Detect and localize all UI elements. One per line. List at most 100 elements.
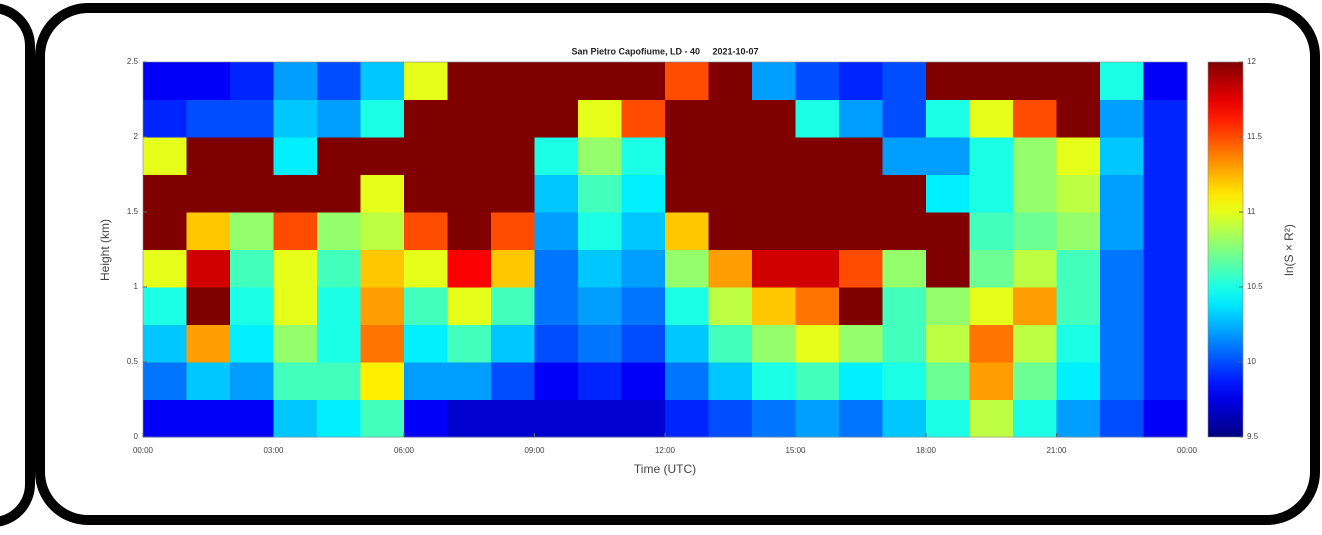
heatmap-cell <box>404 62 448 100</box>
heatmap-cell <box>317 99 361 138</box>
heatmap-cell <box>534 249 579 288</box>
heatmap-cell <box>534 174 579 213</box>
heatmap-cell <box>839 287 883 325</box>
heatmap-cell <box>839 174 883 213</box>
heatmap-cell <box>926 324 970 363</box>
heatmap-cell <box>1056 399 1101 438</box>
x-tick-label: 21:00 <box>1046 446 1067 455</box>
heatmap-cell <box>404 324 448 363</box>
heatmap-cell <box>534 324 579 363</box>
heatmap-cell <box>1013 249 1057 288</box>
heatmap-cell <box>926 362 970 400</box>
heatmap-cell <box>752 399 796 438</box>
heatmap-cell <box>491 174 535 213</box>
heatmap-cell <box>491 62 535 100</box>
heatmap-cell <box>360 362 405 400</box>
heatmap-cell <box>1143 399 1188 438</box>
heatmap-cell <box>1013 62 1057 100</box>
heatmap-cell <box>447 249 492 288</box>
heatmap-cell <box>404 287 448 325</box>
heatmap-cell <box>273 249 318 288</box>
heatmap-cell <box>186 99 231 138</box>
left-panel <box>0 3 35 527</box>
heatmap-cell <box>447 137 492 175</box>
heatmap-cell <box>1100 137 1144 175</box>
heatmap-cell <box>1056 99 1101 138</box>
heatmap-cell <box>273 324 318 363</box>
heatmap-cell <box>926 99 970 138</box>
heatmap-cell <box>882 249 927 288</box>
heatmap-cell <box>708 287 753 325</box>
heatmap-cell <box>839 62 883 100</box>
heatmap-cell <box>1100 62 1144 100</box>
heatmap-cell <box>360 287 405 325</box>
y-tick-label: 2.5 <box>127 57 139 66</box>
heatmap-cell <box>273 174 318 213</box>
heatmap-cell <box>665 137 709 175</box>
heatmap-cell <box>839 324 883 363</box>
heatmap-cell <box>969 137 1014 175</box>
heatmap-cell <box>273 62 318 100</box>
heatmap-cell <box>1100 399 1144 438</box>
heatmap-cell <box>621 287 666 325</box>
heatmap-cell <box>1100 324 1144 363</box>
heatmap-cell <box>621 212 666 250</box>
heatmap-cell <box>839 399 883 438</box>
heatmap-cell <box>708 99 753 138</box>
heatmap-cell <box>665 99 709 138</box>
heatmap-cell <box>752 362 796 400</box>
heatmap-cell <box>969 174 1014 213</box>
heatmap-cell <box>621 62 666 100</box>
heatmap-cell <box>1143 62 1188 100</box>
heatmap-cell <box>491 287 535 325</box>
heatmap-cell <box>795 99 840 138</box>
heatmap-cell <box>404 399 448 438</box>
heatmap-cell <box>1100 362 1144 400</box>
heatmap-cell <box>143 399 187 438</box>
heatmap-cell <box>665 287 709 325</box>
heatmap-cell <box>665 249 709 288</box>
heatmap-cell <box>186 212 231 250</box>
heatmap-cell <box>1143 99 1188 138</box>
heatmap-cell <box>491 399 535 438</box>
heatmap-cell <box>839 137 883 175</box>
heatmap-cell <box>491 99 535 138</box>
heatmap-cell <box>621 399 666 438</box>
heatmap-cell <box>708 324 753 363</box>
heatmap-cell <box>491 212 535 250</box>
heatmap-cell <box>795 287 840 325</box>
heatmap-cell <box>795 324 840 363</box>
heatmap-cell <box>273 287 318 325</box>
heatmap-cell <box>143 324 187 363</box>
y-tick-label: 0.5 <box>127 357 139 366</box>
heatmap-cell <box>273 99 318 138</box>
heatmap-cell <box>969 362 1014 400</box>
heatmap-cell <box>882 287 927 325</box>
colorbar-tick-label: 9.5 <box>1247 432 1259 441</box>
heatmap-cell <box>1056 174 1101 213</box>
heatmap-cell <box>404 137 448 175</box>
heatmap-cell <box>143 362 187 400</box>
heatmap-cell <box>317 137 361 175</box>
heatmap-cell <box>360 212 405 250</box>
heatmap-cell <box>708 249 753 288</box>
heatmap-cell <box>1013 99 1057 138</box>
heatmap-cell <box>882 324 927 363</box>
colorbar-tick-label: 10.5 <box>1247 282 1263 291</box>
colorbar-tick-label: 10 <box>1247 357 1256 366</box>
heatmap-cell <box>491 362 535 400</box>
heatmap-cell <box>795 137 840 175</box>
heatmap-cell <box>969 324 1014 363</box>
heatmap <box>143 62 1188 438</box>
heatmap-cell <box>665 362 709 400</box>
heatmap-cell <box>882 137 927 175</box>
heatmap-cell <box>752 62 796 100</box>
colorbar-label: ln(S × R²) <box>1282 224 1296 276</box>
heatmap-cell <box>969 249 1014 288</box>
y-tick-label: 0 <box>134 432 139 441</box>
heatmap-cell <box>926 287 970 325</box>
heatmap-cell <box>186 324 231 363</box>
heatmap-cell <box>752 137 796 175</box>
heatmap-cell <box>578 362 622 400</box>
